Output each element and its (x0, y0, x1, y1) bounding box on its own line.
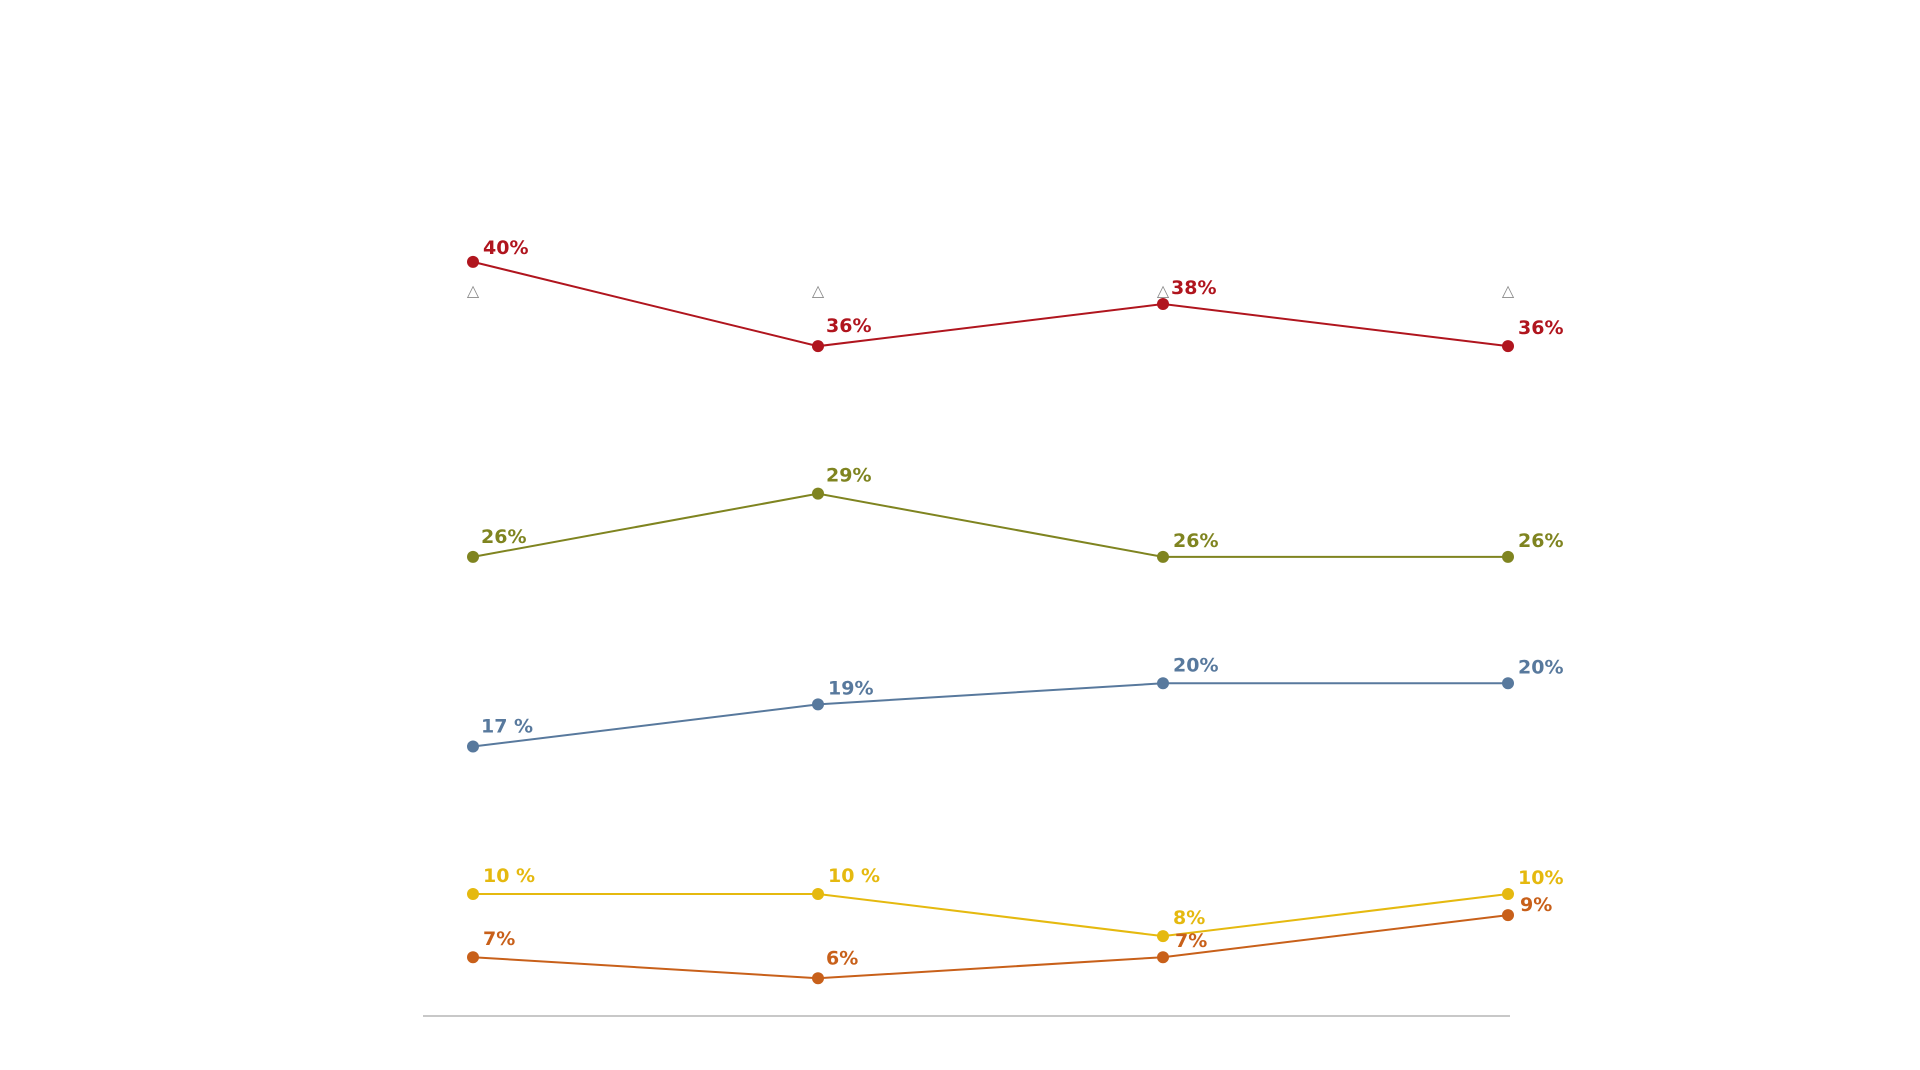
data-label: 26% (1518, 530, 1563, 552)
data-label: 10 % (828, 865, 880, 887)
data-label: 19% (828, 677, 873, 699)
data-label: 6% (826, 947, 858, 969)
data-point (1502, 550, 1514, 563)
data-point (1502, 677, 1514, 690)
series-line-2 (472, 492, 1508, 558)
data-point (1157, 951, 1169, 964)
data-point (467, 550, 479, 563)
series-line-1 (472, 260, 1509, 348)
data-point (1502, 340, 1514, 353)
data-label: 7% (1175, 930, 1207, 952)
data-label: 40% (483, 237, 528, 259)
data-point (812, 487, 824, 500)
data-label: 10 % (483, 865, 535, 887)
data-label: 8% (1173, 907, 1205, 929)
data-label: 7% (483, 928, 515, 950)
data-point (812, 340, 824, 353)
data-point (1157, 677, 1169, 690)
series-line-5 (472, 914, 1509, 980)
data-point (467, 255, 479, 268)
data-point (467, 888, 479, 900)
data-point (1157, 298, 1169, 311)
data-label: 10% (1518, 867, 1563, 889)
data-label: 20% (1518, 656, 1563, 678)
series-line-4 (473, 893, 1509, 938)
data-point (1157, 930, 1169, 943)
data-label: 9% (1520, 894, 1552, 916)
data-point (812, 972, 824, 985)
data-point (812, 888, 824, 900)
data-point (1502, 909, 1514, 922)
data-point (467, 951, 479, 964)
data-label: 38% (1171, 277, 1216, 299)
data-label: 29% (826, 465, 871, 487)
data-point (812, 698, 824, 711)
x-marker-icon: △ (812, 281, 825, 300)
data-label: 36% (1518, 317, 1563, 339)
x-marker-icon: △ (1157, 281, 1170, 300)
data-label: 36% (826, 315, 871, 337)
data-label: 20% (1173, 654, 1218, 676)
x-marker-icon: △ (1502, 281, 1515, 300)
data-label: 17 % (481, 716, 533, 738)
data-point (1157, 550, 1169, 563)
data-label: 26% (481, 526, 526, 548)
x-marker-icon: △ (467, 281, 480, 300)
data-label: 26% (1173, 530, 1218, 552)
series-line-3 (472, 682, 1508, 748)
data-point (467, 740, 479, 753)
data-point (1502, 888, 1514, 900)
